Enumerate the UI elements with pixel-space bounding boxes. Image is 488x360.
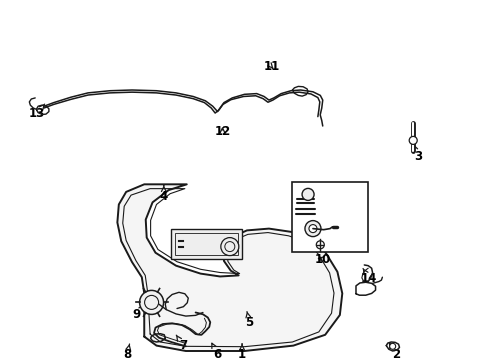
- Text: 8: 8: [123, 344, 131, 360]
- Text: 9: 9: [133, 305, 144, 321]
- Circle shape: [221, 238, 238, 256]
- Circle shape: [308, 225, 316, 233]
- Bar: [292, 182, 367, 252]
- Text: 2: 2: [388, 343, 399, 360]
- Text: 10: 10: [314, 253, 330, 266]
- Text: 12: 12: [214, 125, 230, 138]
- Text: 5: 5: [245, 311, 253, 329]
- Text: 1: 1: [238, 344, 245, 360]
- Bar: [171, 229, 242, 259]
- Circle shape: [389, 343, 395, 349]
- Text: 4: 4: [160, 185, 167, 203]
- Circle shape: [302, 188, 313, 201]
- Circle shape: [139, 291, 163, 314]
- Circle shape: [316, 241, 324, 249]
- Text: 3: 3: [412, 145, 421, 163]
- Text: 11: 11: [263, 60, 279, 73]
- Text: 7: 7: [176, 335, 187, 352]
- Bar: [175, 233, 238, 255]
- Text: 13: 13: [28, 104, 45, 120]
- Text: 6: 6: [211, 343, 221, 360]
- Polygon shape: [117, 184, 342, 351]
- Text: 14: 14: [360, 269, 377, 285]
- Circle shape: [408, 136, 416, 144]
- Circle shape: [305, 221, 320, 237]
